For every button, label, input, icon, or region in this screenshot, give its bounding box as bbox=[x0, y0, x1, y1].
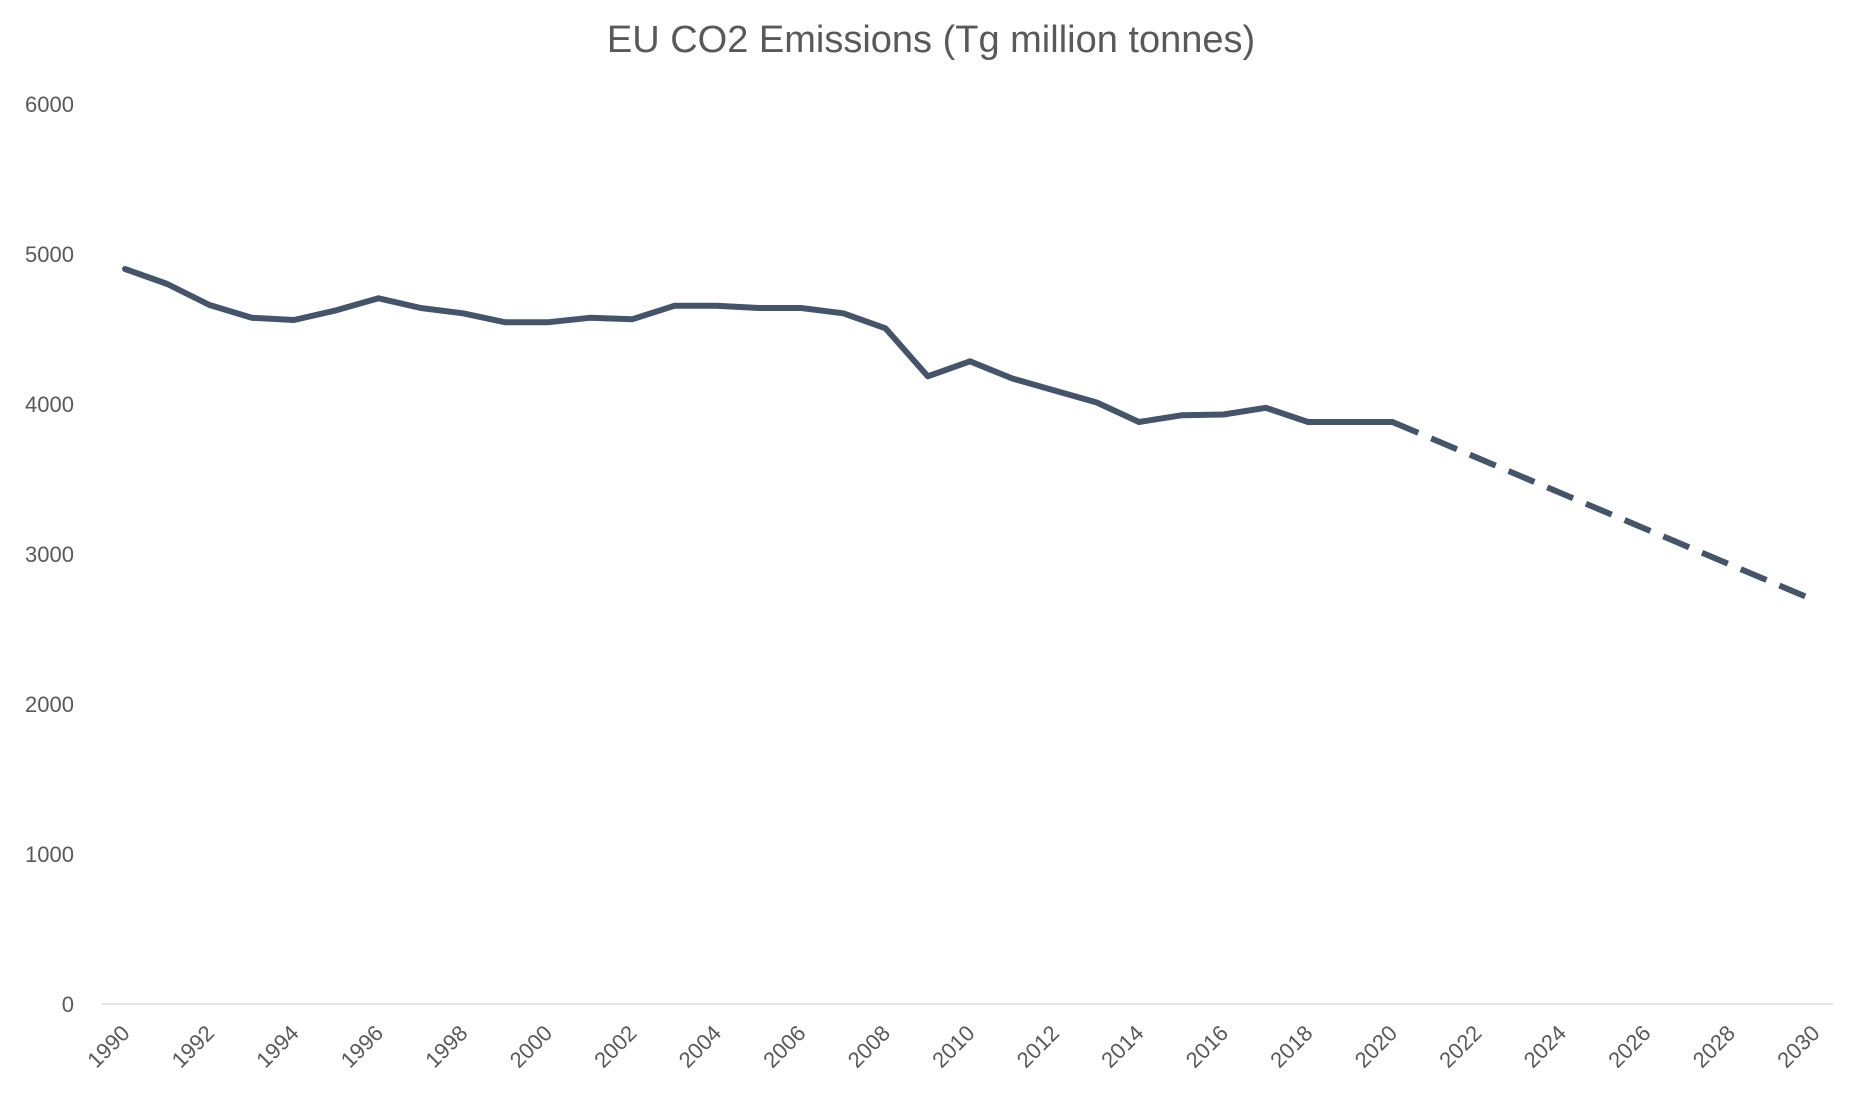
series-line-historical bbox=[122, 266, 1396, 425]
x-tick-label: 2024 bbox=[1519, 1020, 1571, 1072]
x-tick-label: 2004 bbox=[674, 1020, 726, 1072]
x-tick-label: 1994 bbox=[251, 1020, 303, 1072]
x-axis-tick-labels: 1990 1992 1994 1996 1998 2000 2002 2004 2006 2008… bbox=[82, 1020, 1824, 1072]
y-tick-label: 3000 bbox=[25, 542, 74, 567]
y-tick-label: 0 bbox=[62, 992, 74, 1017]
x-tick-label: 1998 bbox=[420, 1020, 472, 1072]
x-tick-label: 2012 bbox=[1012, 1020, 1064, 1072]
x-tick-label: 2030 bbox=[1772, 1020, 1824, 1072]
y-tick-label: 4000 bbox=[25, 392, 74, 417]
y-tick-label: 5000 bbox=[25, 242, 74, 267]
x-tick-label: 2008 bbox=[843, 1020, 895, 1072]
x-tick-label: 2022 bbox=[1434, 1020, 1486, 1072]
y-axis-tick-labels: 0 1000 2000 3000 4000 5000 6000 bbox=[25, 92, 74, 1017]
x-tick-label: 2028 bbox=[1688, 1020, 1740, 1072]
x-tick-label: 2000 bbox=[505, 1020, 557, 1072]
x-tick-label: 2020 bbox=[1350, 1020, 1402, 1072]
x-tick-label: 1990 bbox=[82, 1020, 134, 1072]
chart-title: EU CO2 Emissions (Tg million tonnes) bbox=[607, 19, 1255, 61]
y-tick-label: 1000 bbox=[25, 842, 74, 867]
x-tick-label: 2018 bbox=[1265, 1020, 1317, 1072]
y-tick-label: 2000 bbox=[25, 692, 74, 717]
x-tick-label: 2010 bbox=[927, 1020, 979, 1072]
series-line-projection bbox=[1391, 419, 1817, 604]
y-tick-label: 6000 bbox=[25, 92, 74, 117]
x-tick-label: 1992 bbox=[167, 1020, 219, 1072]
x-tick-label: 2014 bbox=[1096, 1020, 1148, 1072]
x-tick-label: 2002 bbox=[589, 1020, 641, 1072]
x-tick-label: 2006 bbox=[758, 1020, 810, 1072]
x-tick-label: 2026 bbox=[1603, 1020, 1655, 1072]
x-tick-label: 1996 bbox=[336, 1020, 388, 1072]
series-group bbox=[122, 266, 1817, 604]
x-tick-label: 2016 bbox=[1181, 1020, 1233, 1072]
